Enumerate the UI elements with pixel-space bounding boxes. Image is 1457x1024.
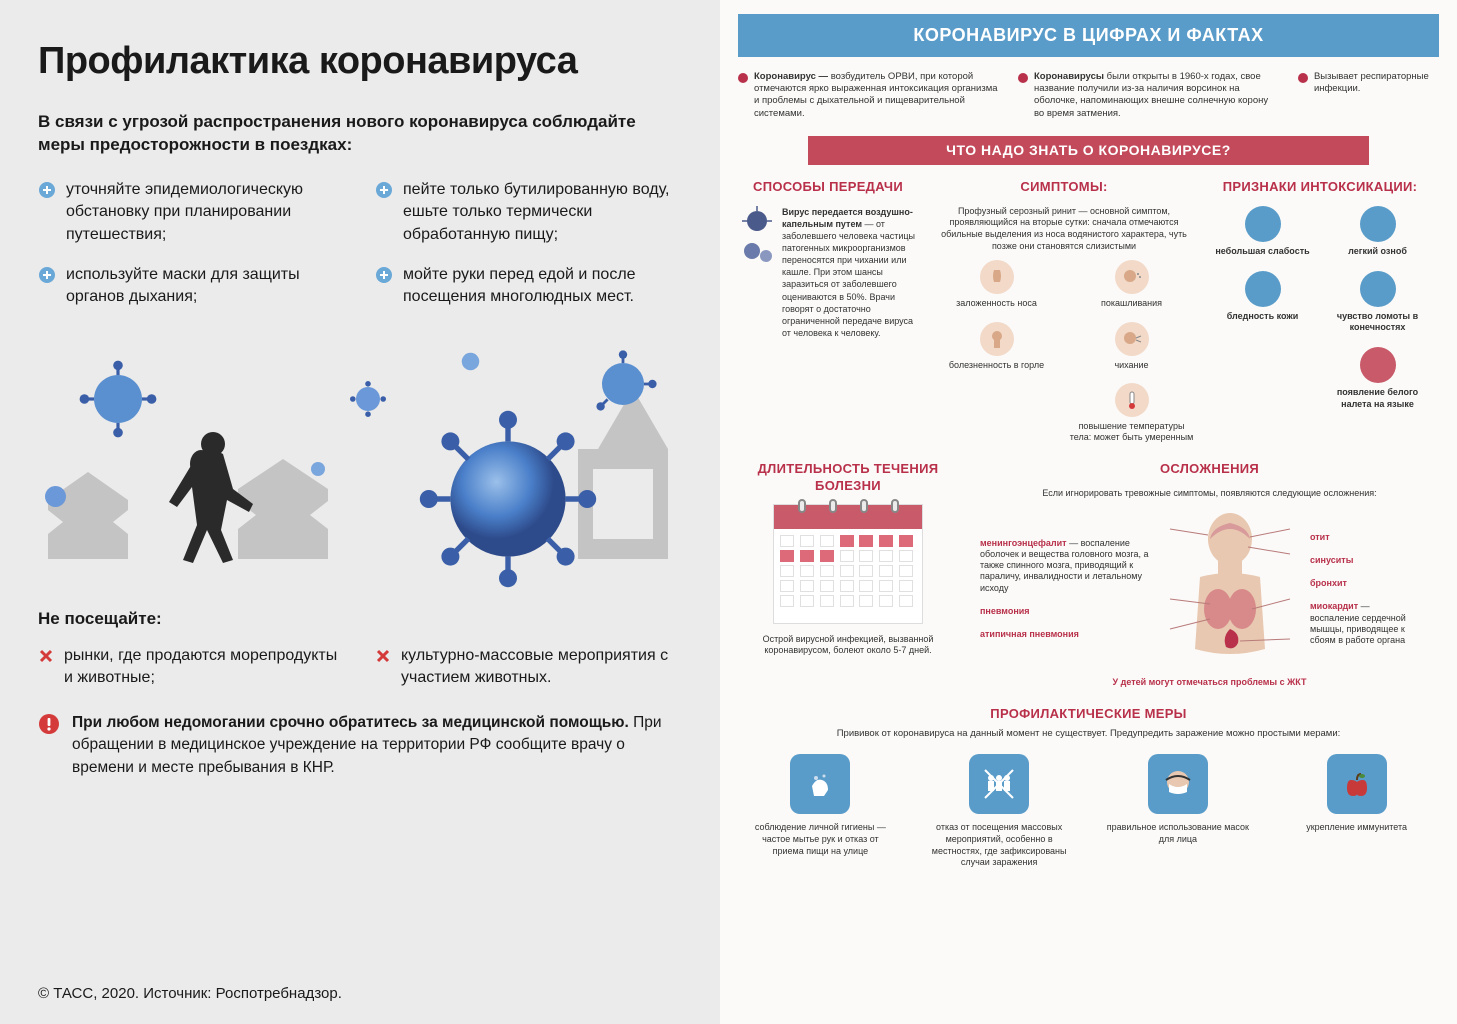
paleness-icon (1245, 271, 1281, 307)
dont-item: культурно-массовые мероприятия с участие… (375, 645, 682, 690)
dont-grid: рынки, где продаются морепродукты и живо… (38, 645, 682, 690)
section-title: ОСЛОЖНЕНИЯ (980, 461, 1439, 477)
subbanner: ЧТО НАДО ЗНАТЬ О КОРОНАВИРУСЕ? (808, 136, 1369, 166)
virus-icon (78, 359, 158, 439)
dont-text: рынки, где продаются морепродукты и живо… (64, 645, 345, 690)
tip-item: пейте только бутилированную воду, ешьте … (375, 179, 682, 246)
source-text: © ТАСС, 2020. Источник: Роспотребнадзор. (38, 985, 342, 1002)
chills-icon (1360, 206, 1396, 242)
tip-item: уточняйте эпидемиологическую обстановку … (38, 179, 345, 246)
warning-row: При любом недомогании срочно обратитесь … (38, 712, 682, 779)
dont-item: рынки, где продаются морепродукты и живо… (38, 645, 345, 690)
tip-text: уточняйте эпидемиологическую обстановку … (66, 179, 345, 246)
info-row-2: ДЛИТЕЛЬНОСТЬ ТЕЧЕНИЯ БОЛЕЗНИ Острой виру… (738, 461, 1439, 688)
complications-section: ОСЛОЖНЕНИЯ Если игнорировать тревожные с… (980, 461, 1439, 688)
x-icon (38, 648, 54, 664)
complications-intro: Если игнорировать тревожные симптомы, по… (980, 488, 1439, 499)
bullet-dot-icon (1298, 73, 1308, 83)
intox-item: легкий озноб (1325, 206, 1430, 257)
cough-icon (1115, 260, 1149, 294)
fact-item: Коронавирусы были открыты в 1960-х годах… (1018, 71, 1280, 120)
no-crowd-icon (969, 754, 1029, 814)
tips-grid: уточняйте эпидемиологическую обстановку … (38, 179, 682, 309)
apple-icon (1327, 754, 1387, 814)
intoxication-section: ПРИЗНАКИ ИНТОКСИКАЦИИ: небольшая слабост… (1210, 179, 1430, 410)
intox-item: появление белого налета на языке (1325, 347, 1430, 410)
complications-right: отит синуситы бронхит миокардит — воспал… (1310, 532, 1420, 647)
x-icon (375, 648, 391, 664)
tip-item: мойте руки перед едой и после посещения … (375, 264, 682, 309)
virus-icon (418, 409, 598, 589)
anatomy-icon (1160, 509, 1300, 669)
prevent-title: ПРОФИЛАКТИЧЕСКИЕ МЕРЫ (738, 706, 1439, 722)
facts-panel: КОРОНАВИРУС В ЦИФРАХ И ФАКТАХ Коронавиру… (720, 0, 1457, 1024)
main-title: Профилактика коронавируса (38, 40, 682, 83)
tip-item: используйте маски для защиты органов дых… (38, 264, 345, 309)
fact-item: Вызывает респираторные инфекции. (1298, 71, 1439, 120)
symptoms-section: СИМПТОМЫ: Профузный серозный ринит — осн… (934, 179, 1194, 443)
intox-item: чувство ломоты в конечностях (1325, 271, 1430, 334)
virus-icon (38, 479, 73, 514)
prevent-item: правильное использование масок для лица (1103, 754, 1253, 869)
symptom-item: повышение температуры тела: может быть у… (1069, 383, 1194, 444)
dont-text: культурно-массовые мероприятия с участие… (401, 645, 682, 690)
intox-item: бледность кожи (1210, 271, 1315, 322)
intox-item: небольшая слабость (1210, 206, 1315, 257)
symptom-item: заложенность носа (934, 260, 1059, 309)
prevention-panel: Профилактика коронавируса В связи с угро… (0, 0, 720, 1024)
fact-item: Коронавирус — возбудитель ОРВИ, при кото… (738, 71, 1000, 120)
ache-icon (1360, 271, 1396, 307)
plus-icon (38, 266, 56, 284)
sneeze-icon (1115, 322, 1149, 356)
plus-icon (375, 266, 393, 284)
weakness-icon (1245, 206, 1281, 242)
prevent-item: соблюдение личной гигиены — частое мытье… (745, 754, 895, 869)
section-title: ПРИЗНАКИ ИНТОКСИКАЦИИ: (1210, 179, 1430, 195)
symptom-item: покашливания (1069, 260, 1194, 309)
info-row-1: СПОСОБЫ ПЕРЕДАЧИ Вирус передается воздуш… (738, 179, 1439, 443)
banner-title: КОРОНАВИРУС В ЦИФРАХ И ФАКТАХ (738, 14, 1439, 57)
nose-icon (980, 260, 1014, 294)
handwash-icon (790, 754, 850, 814)
symptom-item: чихание (1069, 322, 1194, 371)
tip-text: используйте маски для защиты органов дых… (66, 264, 345, 309)
complications-left: менингоэнцефалит — воспаление оболочек и… (980, 538, 1150, 641)
prevent-intro: Прививок от коронавируса на данный момен… (738, 728, 1439, 740)
prevent-item: отказ от посещения массовых мероприятий,… (924, 754, 1074, 869)
tongue-icon (1360, 347, 1396, 383)
transmission-section: СПОСОБЫ ПЕРЕДАЧИ Вирус передается воздуш… (738, 179, 918, 339)
plus-icon (375, 181, 393, 199)
duration-text: Острой вирусной инфекцией, вызванной кор… (738, 634, 958, 657)
prevent-item: укрепление иммунитета (1282, 754, 1432, 869)
symptom-item: болезненность в горле (934, 322, 1059, 371)
throat-icon (980, 322, 1014, 356)
virus-icon (348, 379, 388, 419)
dont-title: Не посещайте: (38, 609, 682, 629)
duration-section: ДЛИТЕЛЬНОСТЬ ТЕЧЕНИЯ БОЛЕЗНИ Острой виру… (738, 461, 958, 656)
mask-icon (1148, 754, 1208, 814)
virus-icon (738, 206, 776, 266)
section-title: ДЛИТЕЛЬНОСТЬ ТЕЧЕНИЯ БОЛЕЗНИ (738, 461, 958, 494)
bullet-dot-icon (738, 73, 748, 83)
calendar-icon (773, 504, 923, 624)
tip-text: мойте руки перед едой и после посещения … (403, 264, 682, 309)
illustration (38, 329, 682, 589)
virus-icon (588, 349, 658, 419)
symptoms-intro: Профузный серозный ринит — основной симп… (934, 206, 1194, 253)
tip-text: пейте только бутилированную воду, ешьте … (403, 179, 682, 246)
thermometer-icon (1115, 383, 1149, 417)
intro-text: В связи с угрозой распространения нового… (38, 111, 658, 157)
plus-icon (38, 181, 56, 199)
kids-note: У детей могут отмечаться проблемы с ЖКТ (980, 677, 1439, 688)
virus-icon (308, 459, 328, 479)
bullet-dot-icon (1018, 73, 1028, 83)
facts-row: Коронавирус — возбудитель ОРВИ, при кото… (738, 71, 1439, 120)
section-title: СПОСОБЫ ПЕРЕДАЧИ (738, 179, 918, 195)
warning-icon (38, 713, 60, 735)
prevent-row: соблюдение личной гигиены — частое мытье… (738, 754, 1439, 869)
section-title: СИМПТОМЫ: (934, 179, 1194, 195)
virus-icon (458, 349, 483, 374)
warning-text: При любом недомогании срочно обратитесь … (72, 712, 682, 779)
